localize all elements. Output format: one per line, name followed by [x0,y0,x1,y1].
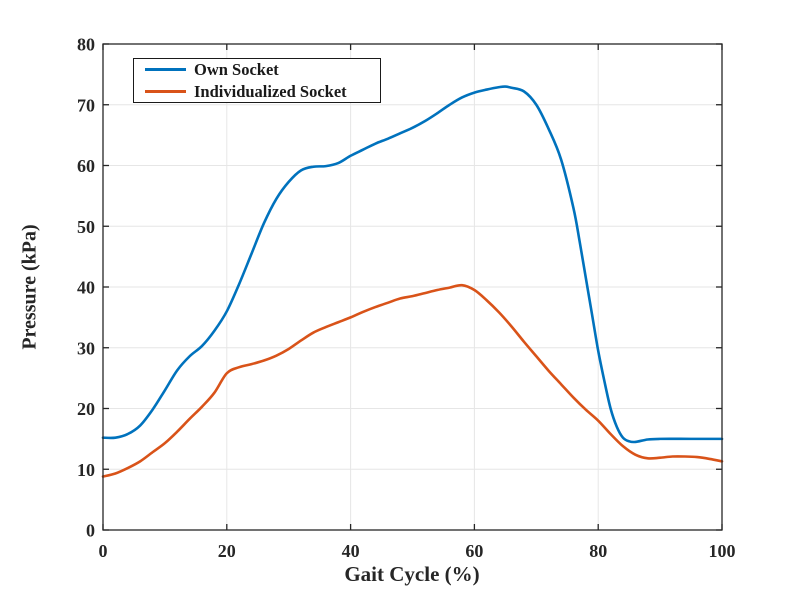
x-tick-label: 20 [218,541,236,561]
legend-entry: Individualized Socket [145,82,380,101]
y-tick-label: 10 [77,460,95,480]
x-tick-label: 40 [342,541,360,561]
y-tick-label: 0 [86,521,95,541]
x-tick-label: 100 [709,541,736,561]
legend-line-individualized-socket [145,90,186,93]
y-tick-label: 80 [77,35,95,55]
x-tick-label: 0 [99,541,108,561]
y-axis-label: Pressure (kPa) [18,224,41,350]
legend-entry: Own Socket [145,60,380,79]
y-tick-label: 60 [77,156,95,176]
y-tick-label: 30 [77,338,95,358]
x-axis-label: Gait Cycle (%) [344,562,480,586]
y-tick-label: 70 [77,95,95,115]
legend-label-own-socket: Own Socket [194,59,279,79]
series-line-individualized-socket [101,283,724,478]
legend-line-own-socket [145,68,186,71]
y-tick-label: 50 [77,217,95,237]
y-tick-label: 20 [77,399,95,419]
x-tick-label: 80 [589,541,607,561]
legend: Own Socket Individualized Socket [133,58,381,103]
y-tick-label: 40 [77,278,95,298]
x-tick-label: 60 [465,541,483,561]
legend-label-individualized-socket: Individualized Socket [194,81,347,101]
series-line-own-socket [101,85,724,444]
